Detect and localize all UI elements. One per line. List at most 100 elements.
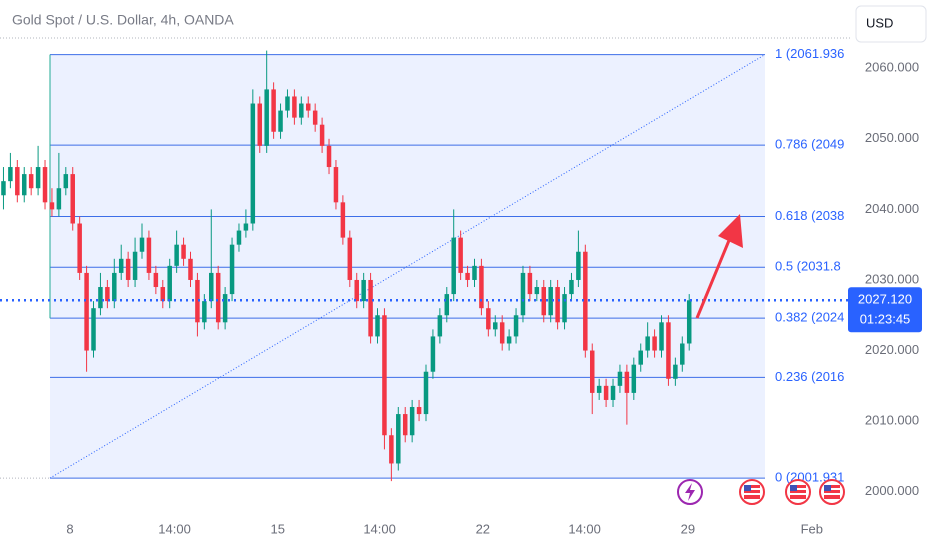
candle-body: [70, 174, 75, 224]
candle-body: [174, 244, 179, 266]
candle-body: [673, 364, 678, 379]
candle-body: [146, 237, 152, 273]
candle-body: [555, 287, 560, 323]
candle-body: [638, 350, 643, 365]
candle-body: [125, 258, 131, 280]
candle-body: [319, 124, 325, 146]
candle-body: [361, 279, 366, 302]
candle-body: [222, 294, 228, 323]
fib-level-label: 0.786 (2049: [775, 137, 844, 152]
y-tick-label: 2020.000: [865, 342, 919, 357]
candle-body: [236, 230, 242, 245]
candle-body: [458, 237, 463, 273]
fib-trend-line: [49, 54, 766, 479]
fib-level-label: 0.5 (2031.8: [775, 259, 841, 274]
candle-body: [589, 350, 595, 393]
candle-body: [451, 237, 456, 295]
candle-body: [382, 315, 387, 436]
candle-body: [541, 287, 547, 316]
candle-body: [35, 167, 41, 189]
candle-body: [534, 287, 540, 295]
candle-body: [562, 294, 567, 323]
x-tick-label: 29: [681, 521, 695, 536]
overlay: 1 (2061.936 0.786 (2049 0.618 (2038 0.5 (20…: [0, 44, 932, 536]
candle-body: [326, 145, 332, 168]
y-tick-label: 2010.000: [865, 413, 919, 428]
candle-body: [645, 336, 650, 351]
candle-body: [569, 279, 574, 295]
x-tick-label: 15: [271, 521, 285, 536]
candle-body: [292, 96, 297, 118]
candle-body: [56, 188, 62, 210]
candle-body: [139, 237, 145, 252]
candle-body: [243, 223, 249, 231]
candle-body: [666, 322, 671, 379]
candle-body: [98, 287, 103, 309]
candle-body: [596, 385, 602, 393]
candle-body: [389, 435, 394, 464]
candle-body: [42, 167, 48, 203]
candle-body: [188, 258, 193, 280]
x-tick-label: 14:00: [158, 521, 191, 536]
candle-body: [423, 371, 429, 415]
candle-body: [257, 103, 263, 146]
candle-body: [402, 414, 408, 436]
y-tick-label: 2050.000: [865, 130, 919, 145]
candle-body: [105, 287, 110, 302]
x-tick-label: 22: [476, 521, 490, 536]
candle-body: [229, 244, 235, 295]
candle-body: [354, 279, 359, 302]
candle-body: [520, 272, 526, 316]
candle-body: [49, 202, 55, 210]
y-tick-label: 2000.000: [865, 483, 919, 498]
candle-body: [652, 336, 657, 351]
candle-body: [506, 336, 512, 344]
candle-body: [285, 96, 290, 111]
fib-level-label: 0.236 (2016: [775, 369, 844, 384]
candle-body: [513, 315, 519, 337]
candle-body: [430, 336, 436, 372]
candle-body: [299, 103, 304, 118]
candle-body: [479, 265, 484, 309]
candle-body: [680, 343, 685, 365]
candle-body: [1, 181, 6, 196]
candle-body: [63, 174, 69, 189]
candle-body: [91, 308, 96, 351]
candle-body: [215, 272, 221, 323]
x-tick-label: Feb: [801, 521, 823, 536]
candle-body: [132, 251, 138, 280]
candle-body: [472, 265, 477, 280]
candle-body: [333, 167, 339, 203]
y-tick-label: 2040.000: [865, 201, 919, 216]
candle-body: [437, 315, 443, 337]
candle-body: [686, 300, 692, 344]
candle-body: [409, 407, 415, 436]
fib-level-label: 1 (2061.936: [775, 46, 844, 61]
candle-body: [583, 251, 588, 351]
candle-body: [576, 251, 581, 280]
candle-body: [527, 272, 533, 295]
candle-body: [624, 371, 630, 393]
candle-body: [271, 89, 276, 132]
currency-button[interactable]: [855, 5, 927, 43]
candle-body: [444, 294, 450, 316]
y-tick-label: 2060.000: [865, 60, 919, 75]
last-price-label: 2027.120: [858, 292, 912, 307]
candle-body: [340, 202, 346, 238]
fib-level-label: 0.618 (2038: [775, 208, 844, 223]
candle-body: [77, 223, 82, 273]
candle-body: [499, 322, 505, 344]
candle-body: [21, 174, 27, 196]
candle-body: [617, 371, 623, 386]
candle-body: [15, 167, 20, 196]
candle-body: [181, 244, 186, 259]
candle-body: [118, 258, 124, 273]
candle-body: [603, 385, 609, 400]
currency-label[interactable]: USD: [866, 15, 893, 30]
x-tick-label: 8: [66, 521, 73, 536]
y-tick-label: 2030.000: [865, 271, 919, 286]
candle-body: [631, 364, 637, 393]
candle-body: [375, 315, 380, 337]
candle-body: [167, 265, 172, 302]
